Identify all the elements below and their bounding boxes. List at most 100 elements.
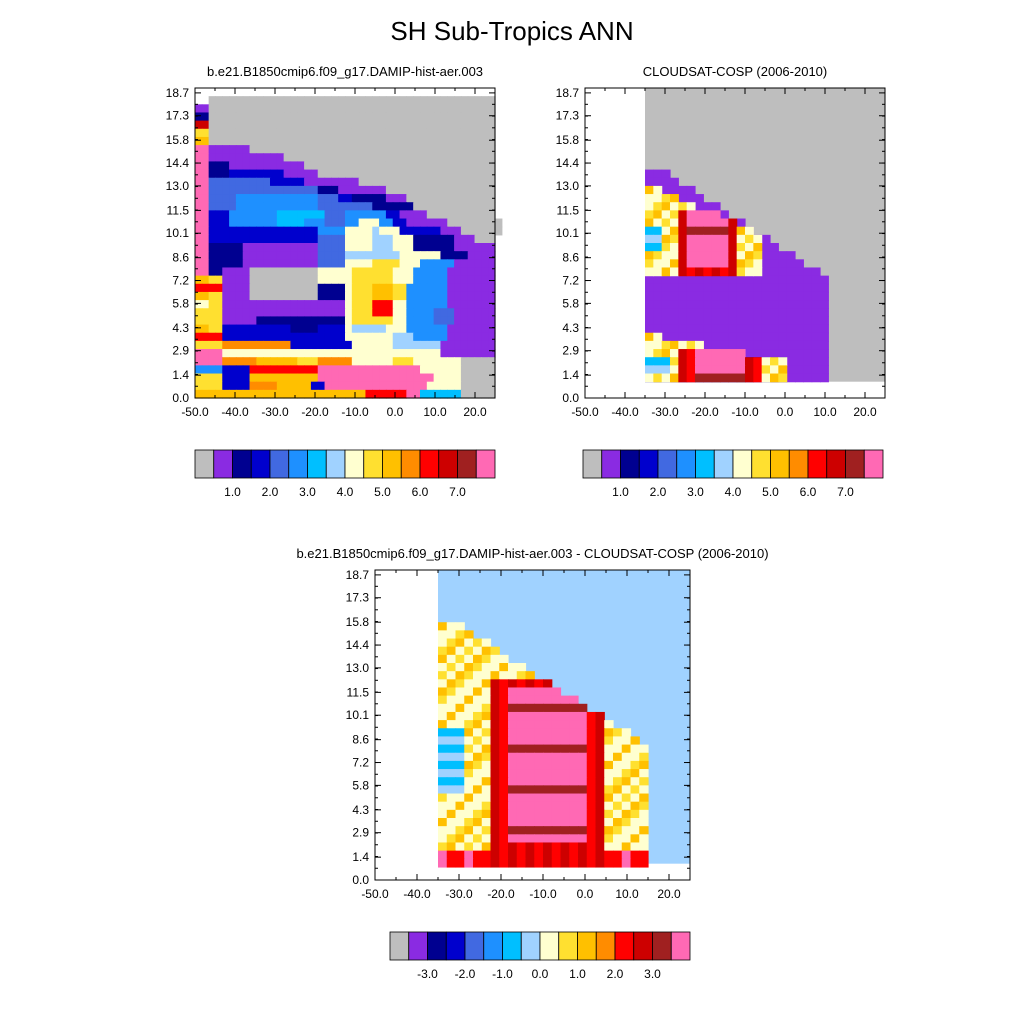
heatmap-cell: [516, 842, 527, 852]
heatmap-cell: [310, 300, 319, 309]
heatmap-cell: [290, 308, 298, 318]
heatmap-cell: [795, 357, 804, 366]
heatmap-cell: [201, 275, 210, 285]
heatmap-cell: [795, 340, 804, 350]
y-tick-label: 17.3: [166, 109, 190, 123]
heatmap-cell: [761, 267, 771, 277]
heatmap-cell: [645, 300, 654, 309]
heatmap-cell: [438, 720, 448, 729]
heatmap-cell: [379, 316, 387, 326]
heatmap-cell: [569, 711, 579, 721]
heatmap-cell: [516, 793, 527, 803]
heatmap-cell: [290, 316, 298, 326]
heatmap-cell: [586, 801, 597, 811]
heatmap-cell: [695, 267, 704, 277]
heatmap-cell: [426, 185, 435, 195]
heatmap-cell: [379, 340, 387, 350]
heatmap-cell: [745, 308, 754, 318]
heatmap-cell: [803, 357, 813, 366]
heatmap-cell: [290, 243, 298, 252]
heatmap-cell: [195, 210, 203, 220]
heatmap-cell: [385, 308, 394, 318]
heatmap-cell: [270, 357, 278, 366]
heatmap-cell: [454, 365, 462, 375]
heatmap-cell: [703, 316, 713, 326]
heatmap-cell: [613, 736, 623, 746]
heatmap-cell: [270, 283, 278, 293]
heatmap-cell: [358, 340, 367, 350]
heatmap-cell: [467, 267, 476, 277]
heatmap-cell: [426, 120, 435, 130]
heatmap-cell: [256, 185, 264, 195]
heatmap-cell: [345, 340, 353, 350]
heatmap-cell: [586, 842, 597, 852]
heatmap-cell: [351, 169, 360, 179]
heatmap-cell: [276, 267, 285, 277]
heatmap-cell: [242, 112, 251, 122]
heatmap-cell: [473, 720, 483, 729]
heatmap-cell: [670, 283, 679, 293]
heatmap-cell: [331, 381, 339, 391]
heatmap-cell: [392, 226, 401, 236]
heatmap-cell: [454, 96, 462, 105]
heatmap-cell: [645, 308, 654, 318]
heatmap-cell: [820, 283, 829, 293]
heatmap-cell: [653, 234, 663, 244]
heatmap-cell: [276, 194, 285, 203]
heatmap-cell: [481, 112, 489, 122]
heatmap-cell: [235, 104, 244, 114]
heatmap-cell: [703, 234, 713, 244]
heatmap-cell: [215, 177, 223, 187]
heatmap-cell: [578, 736, 588, 746]
heatmap-cell: [786, 357, 796, 366]
heatmap-cell: [670, 300, 679, 309]
heatmap-cell: [276, 177, 285, 187]
heatmap-cell: [406, 104, 414, 114]
heatmap-cell: [338, 136, 346, 146]
heatmap-cell: [276, 349, 285, 358]
heatmap-cell: [481, 687, 492, 697]
heatmap-cell: [467, 112, 476, 122]
heatmap-cell: [795, 259, 804, 269]
heatmap-cell: [455, 809, 465, 819]
heatmap-cell: [464, 679, 474, 689]
heatmap-cell: [613, 858, 623, 868]
y-tick-label: 14.4: [556, 156, 580, 170]
heatmap-cell: [678, 308, 688, 318]
heatmap-cell: [317, 96, 326, 105]
y-tick-label: 15.8: [166, 133, 190, 147]
heatmap-cell: [653, 267, 663, 277]
heatmap-cell: [229, 381, 237, 391]
colorbar-swatch: [269, 449, 290, 479]
heatmap-cell: [460, 128, 469, 138]
heatmap-cell: [351, 112, 360, 122]
heatmap-cell: [304, 332, 312, 342]
heatmap-cell: [392, 96, 401, 105]
heatmap-cell: [372, 145, 380, 154]
colorbar-label: 3.0: [644, 967, 661, 981]
heatmap-cell: [473, 834, 483, 844]
heatmap-cell: [420, 308, 428, 318]
heatmap-cell: [372, 251, 380, 260]
heatmap-cell: [201, 112, 210, 122]
heatmap-cell: [310, 324, 319, 334]
heatmap-cell: [473, 793, 483, 803]
heatmap-cell: [338, 169, 346, 179]
heatmap-cell: [290, 177, 298, 187]
heatmap-cell: [379, 389, 387, 399]
heatmap-cell: [653, 324, 663, 334]
heatmap-cell: [446, 671, 457, 680]
heatmap-cell: [297, 291, 305, 301]
heatmap-cell: [208, 161, 217, 171]
heatmap-cell: [613, 834, 623, 844]
heatmap-cell: [208, 128, 217, 138]
heatmap-cell: [201, 169, 210, 179]
heatmap-cell: [358, 349, 367, 358]
heatmap-cell: [379, 112, 387, 122]
heatmap-cell: [324, 316, 332, 326]
x-tick-label: -50.0: [181, 405, 209, 419]
heatmap-cell: [534, 711, 544, 721]
heatmap-cell: [446, 752, 457, 762]
heatmap-cell: [645, 365, 654, 375]
heatmap-cell: [454, 104, 462, 114]
